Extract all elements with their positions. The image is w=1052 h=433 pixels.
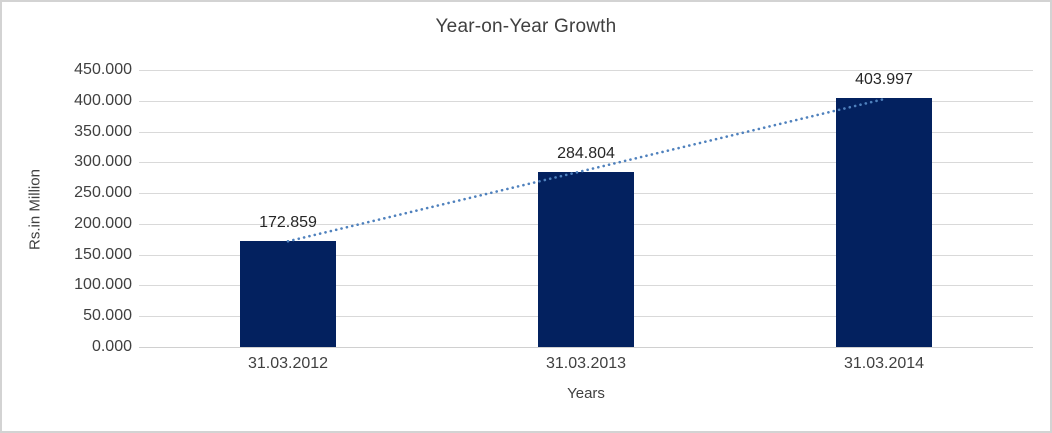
x-axis-line — [139, 347, 1033, 348]
x-category-label: 31.03.2013 — [545, 355, 627, 372]
y-tick-label: 200.000 — [74, 215, 132, 232]
bar-value-label: 172.859 — [259, 214, 317, 231]
chart-title: Year-on-Year Growth — [435, 16, 617, 37]
bar — [538, 172, 634, 347]
bar — [836, 98, 932, 347]
y-tick-label: 450.000 — [74, 61, 132, 78]
y-tick-label: 300.000 — [74, 153, 132, 170]
bar — [240, 241, 336, 347]
x-category-label: 31.03.2014 — [843, 355, 925, 372]
y-tick-label: 0.000 — [91, 338, 132, 355]
y-tick-label: 350.000 — [74, 123, 132, 140]
bar-value-label: 403.997 — [855, 71, 913, 88]
y-tick-label: 150.000 — [74, 246, 132, 263]
x-category-label: 31.03.2012 — [247, 355, 329, 372]
x-axis-title: Years — [567, 385, 605, 402]
y-axis-title: Rs.in Million — [26, 169, 44, 250]
plot-area: 0.000 50.000 100.000 150.000 200.000 250.000 3… — [74, 62, 1033, 402]
y-tick-label: 50.000 — [83, 307, 132, 324]
bar-value-label: 284.804 — [557, 145, 615, 162]
y-tick-label: 250.000 — [74, 184, 132, 201]
gridline — [139, 70, 1033, 71]
y-tick-label: 400.000 — [74, 92, 132, 109]
y-tick-label: 100.000 — [74, 276, 132, 293]
